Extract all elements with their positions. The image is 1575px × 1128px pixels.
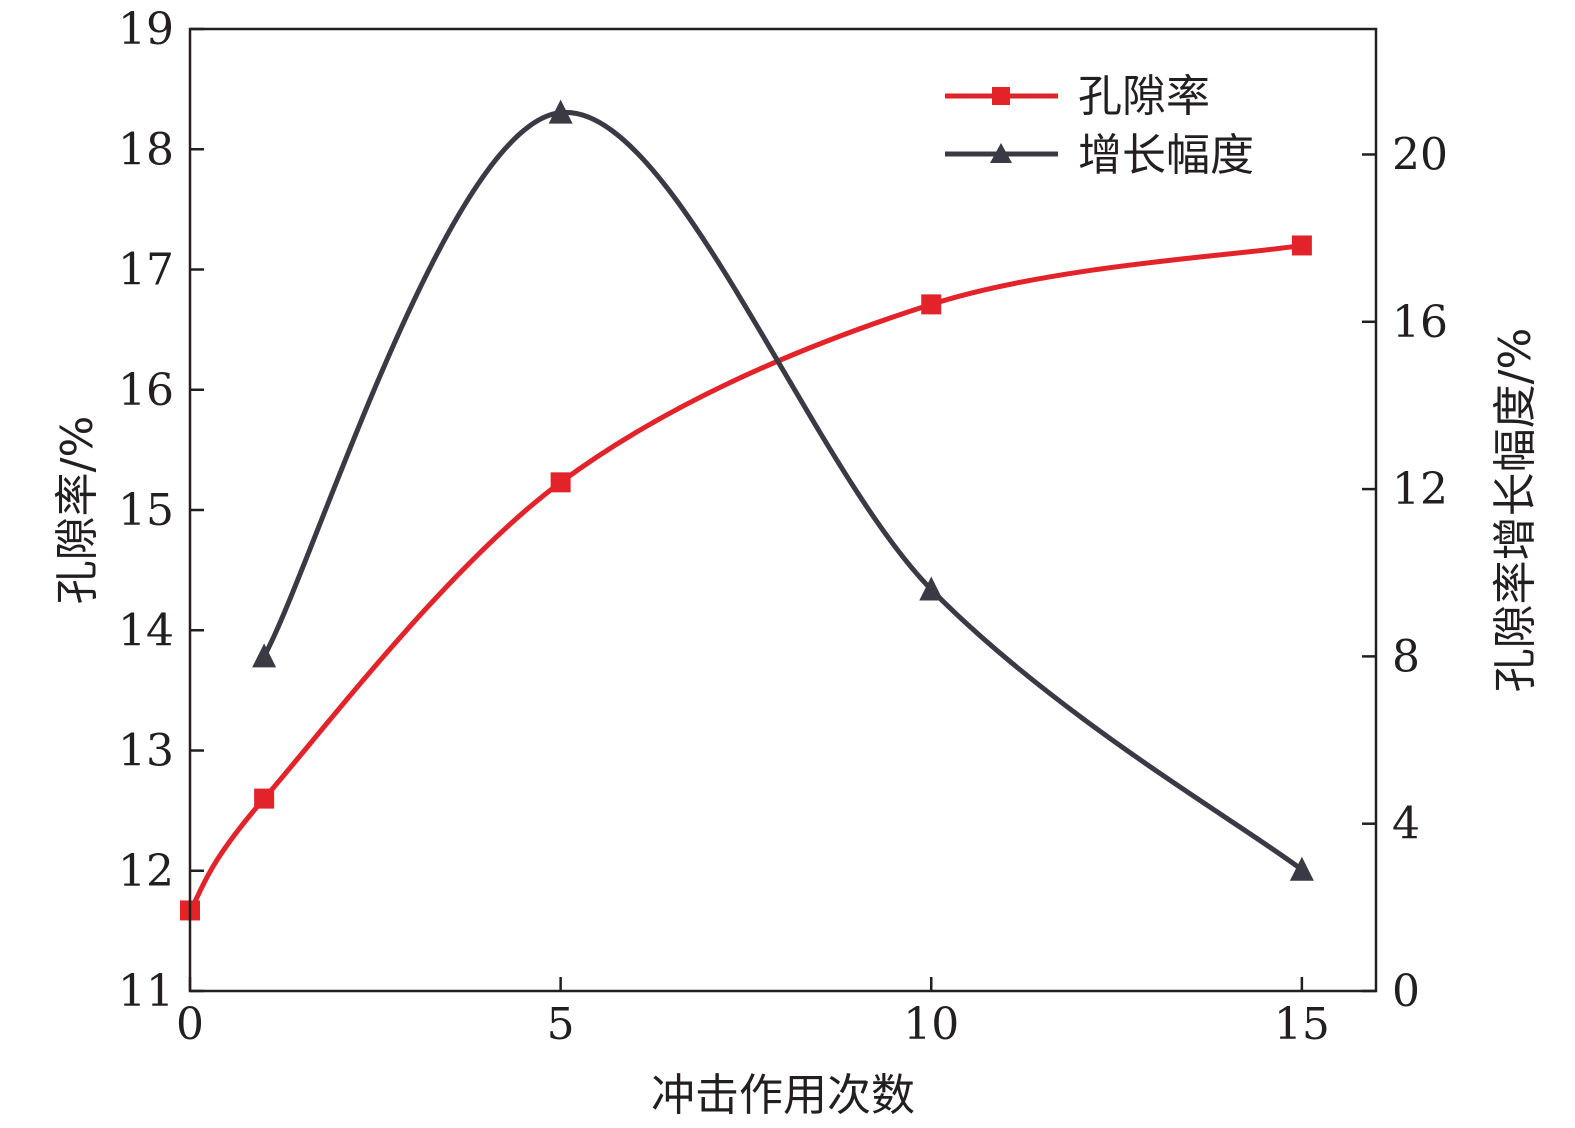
left-y-tick-label: 18 xyxy=(118,124,174,175)
left-y-tick-label: 16 xyxy=(118,365,174,416)
left-y-tick-label: 19 xyxy=(118,4,174,55)
left-axis-title: 孔隙率/% xyxy=(52,416,103,605)
left-y-tick-label: 13 xyxy=(118,726,174,777)
left-y-tick-label: 17 xyxy=(118,245,174,296)
left-y-tick-label: 11 xyxy=(118,966,174,1017)
right-y-tick-label: 0 xyxy=(1392,966,1420,1017)
right-axis-title: 孔隙率增长幅度/% xyxy=(1490,328,1541,693)
x-tick-label: 15 xyxy=(1274,999,1330,1050)
data-point-triangle xyxy=(548,99,573,124)
x-tick-label: 10 xyxy=(903,999,959,1050)
data-point-triangle xyxy=(252,643,277,668)
right-y-tick-label: 20 xyxy=(1392,129,1448,180)
legend: 孔隙率 增长幅度 xyxy=(945,71,1254,181)
data-point-square xyxy=(254,788,275,809)
series-line-1 xyxy=(261,110,1305,873)
legend-label-growth: 增长幅度 xyxy=(1078,130,1254,181)
x-tick-label: 0 xyxy=(176,999,204,1050)
data-point-square xyxy=(1291,235,1312,256)
legend-marker-growth xyxy=(990,143,1012,163)
data-point-triangle xyxy=(1289,856,1314,881)
left-y-tick-label: 14 xyxy=(118,605,174,656)
x-axis-title: 冲击作用次数 xyxy=(651,1070,915,1121)
right-y-tick-label: 12 xyxy=(1392,464,1448,515)
legend-marker-porosity xyxy=(992,87,1010,105)
right-y-tick-label: 4 xyxy=(1392,799,1420,850)
tick-layer: 0 5 10 15 11 12 13 14 15 16 17 18 19 0 4 8 12 16 20 xyxy=(118,4,1448,1050)
data-point-triangle xyxy=(919,576,944,601)
legend-label-porosity: 孔隙率 xyxy=(1078,71,1210,122)
left-y-tick-label: 15 xyxy=(118,485,174,536)
left-y-tick-label: 12 xyxy=(118,846,174,897)
x-tick-label: 5 xyxy=(547,999,575,1050)
right-y-tick-label: 8 xyxy=(1392,631,1420,682)
right-y-tick-label: 16 xyxy=(1392,297,1448,348)
series-layer xyxy=(180,99,1314,921)
data-point-square xyxy=(550,472,571,493)
series-line-0 xyxy=(187,242,1305,913)
data-point-square xyxy=(921,294,942,315)
